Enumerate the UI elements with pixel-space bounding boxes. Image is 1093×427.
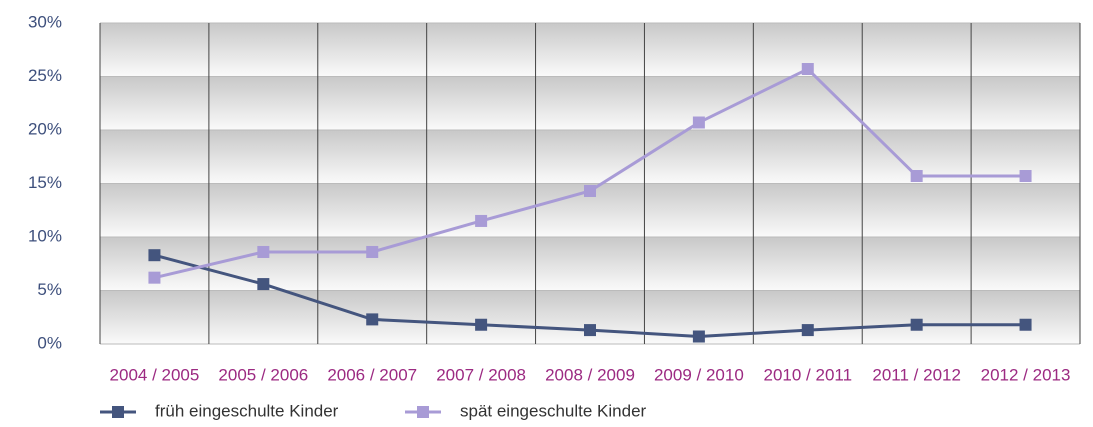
y-tick-label: 15%: [28, 173, 62, 192]
x-tick-label: 2008 / 2009: [545, 365, 635, 384]
point-marker: [148, 249, 161, 262]
point-marker: [910, 318, 923, 331]
y-tick-label: 5%: [37, 280, 62, 299]
y-tick-label: 25%: [28, 66, 62, 85]
point-marker: [366, 313, 379, 326]
point-marker: [257, 245, 270, 258]
legend-label: früh eingeschulte Kinder: [155, 401, 339, 420]
x-tick-label: 2012 / 2013: [981, 365, 1071, 384]
point-marker: [475, 214, 488, 227]
point-marker: [692, 330, 705, 343]
point-marker: [692, 116, 705, 129]
point-marker: [366, 245, 379, 258]
x-tick-label: 2004 / 2005: [110, 365, 200, 384]
y-tick-label: 30%: [28, 12, 62, 31]
point-marker: [257, 278, 270, 291]
y-tick-label: 10%: [28, 226, 62, 245]
point-marker: [801, 63, 814, 76]
legend-marker: [112, 406, 124, 418]
x-tick-label: 2010 / 2011: [764, 365, 853, 384]
x-tick-label: 2009 / 2010: [654, 365, 744, 384]
y-tick-label: 20%: [28, 119, 62, 138]
plot-band: [100, 23, 1080, 77]
legend-marker: [417, 406, 429, 418]
plot-band: [100, 237, 1080, 291]
x-tick-label: 2005 / 2006: [218, 365, 308, 384]
y-tick-label: 0%: [37, 333, 62, 352]
plot-band: [100, 76, 1080, 130]
point-marker: [1019, 318, 1032, 331]
point-marker: [148, 271, 161, 284]
point-marker: [801, 324, 814, 337]
point-marker: [1019, 170, 1032, 183]
x-tick-label: 2006 / 2007: [327, 365, 417, 384]
point-marker: [910, 170, 923, 183]
x-tick-label: 2011 / 2012: [872, 365, 961, 384]
point-marker: [584, 184, 596, 197]
x-tick-label: 2007 / 2008: [436, 365, 526, 384]
point-marker: [475, 318, 488, 331]
point-marker: [584, 324, 596, 337]
legend-label: spät eingeschulte Kinder: [460, 401, 647, 420]
